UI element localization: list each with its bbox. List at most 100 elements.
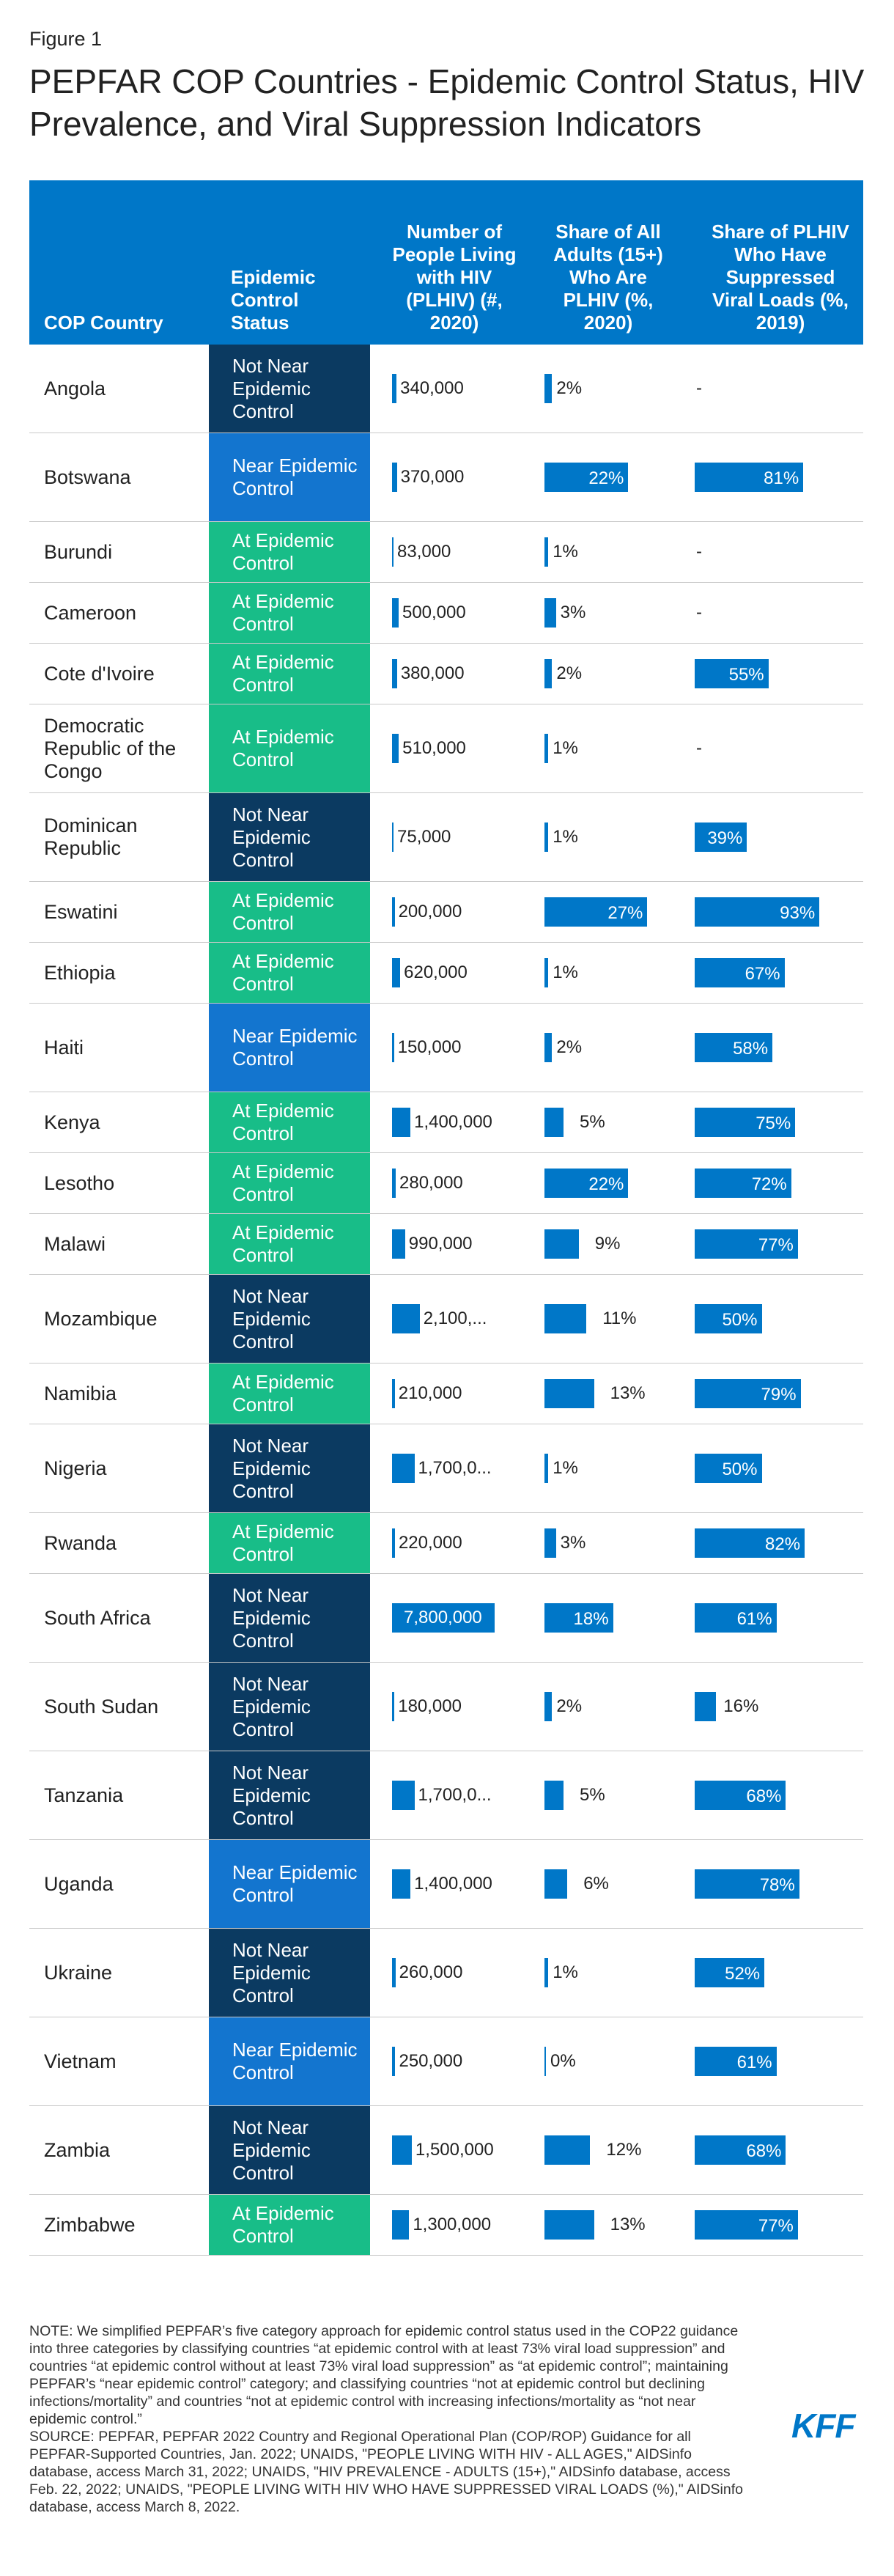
plhiv-value: 150,000	[397, 1037, 462, 1057]
viral-bar: 50%	[695, 1454, 762, 1483]
footnote: NOTE: We simplified PEPFAR’s five catego…	[29, 2322, 747, 2516]
viral-cell: 55%	[695, 644, 863, 704]
status-cell: Near Epidemic Control	[209, 1004, 370, 1092]
table-row: Malawi At Epidemic Control 990,000 9% 77%	[29, 1214, 863, 1275]
plhiv-cell: 990,000	[392, 1214, 531, 1274]
plhiv-cell: 220,000	[392, 1513, 531, 1573]
table-row: South Africa Not Near Epidemic Control 7,8…	[29, 1574, 863, 1663]
country-name: Nigeria	[44, 1457, 107, 1479]
adults-bar	[544, 537, 549, 567]
adults-cell: 1%	[544, 793, 684, 881]
plhiv-bar	[392, 2135, 412, 2165]
viral-value: 61%	[736, 2053, 772, 2072]
viral-value: 61%	[736, 1609, 772, 1629]
status-cell: Not Near Epidemic Control	[209, 2106, 370, 2194]
plhiv-cell: 260,000	[392, 1929, 531, 2017]
country-name: Ethiopia	[44, 961, 116, 984]
table-row: Democratic Republic of the Congo At Epide…	[29, 704, 863, 793]
plhiv-bar	[392, 1958, 396, 1987]
viral-bar: 50%	[695, 1304, 762, 1333]
adults-value: 1%	[553, 827, 578, 847]
status-cell: At Epidemic Control	[209, 1513, 370, 1573]
viral-value: 52%	[725, 1964, 761, 1984]
status-cell: Not Near Epidemic Control	[209, 1424, 370, 1512]
status-cell: Near Epidemic Control	[209, 433, 370, 521]
adults-bar	[544, 374, 553, 403]
adults-bar	[544, 1528, 556, 1558]
adults-value: 2%	[556, 378, 583, 398]
viral-value: 68%	[746, 2141, 782, 2161]
adults-bar	[544, 2210, 594, 2240]
adults-value: 11%	[602, 1309, 637, 1328]
adults-value: 0%	[550, 2051, 576, 2071]
plhiv-cell: 1,400,000	[392, 1840, 531, 1928]
viral-value: 39%	[707, 828, 743, 848]
viral-cell: 93%	[695, 882, 863, 942]
viral-value: 77%	[758, 1235, 794, 1255]
viral-value: -	[696, 738, 702, 758]
adults-bar	[544, 1692, 553, 1721]
table-row: Dominican Republic Not Near Epidemic Cont…	[29, 793, 863, 882]
viral-value: -	[696, 603, 702, 622]
table-row: Lesotho At Epidemic Control 280,000 22% 72%	[29, 1153, 863, 1214]
viral-bar: 67%	[695, 958, 785, 987]
plhiv-cell: 1,700,0...	[392, 1424, 531, 1512]
adults-value: 22%	[588, 468, 624, 488]
viral-bar: 72%	[695, 1169, 791, 1198]
adults-bar	[544, 1869, 568, 1899]
adults-bar	[544, 734, 549, 763]
viral-bar: 52%	[695, 1958, 765, 1987]
country-name: Angola	[44, 377, 106, 400]
adults-cell: 18%	[544, 1574, 684, 1662]
table-row: Ukraine Not Near Epidemic Control 260,000 1…	[29, 1929, 863, 2017]
chart-title: PEPFAR COP Countries - Epidemic Control …	[29, 62, 865, 143]
country-name: Rwanda	[44, 1531, 117, 1554]
plhiv-value: 1,500,000	[415, 2140, 494, 2160]
plhiv-value: 990,000	[408, 1234, 473, 1254]
adults-cell: 27%	[544, 882, 684, 942]
plhiv-bar	[392, 374, 397, 403]
viral-cell: -	[695, 522, 863, 582]
adults-bar	[544, 1781, 564, 1810]
country-name: Dominican Republic	[44, 814, 138, 859]
adults-value: 9%	[594, 1234, 621, 1254]
viral-cell: 77%	[695, 2195, 863, 2255]
plhiv-value: 220,000	[398, 1533, 462, 1553]
status-cell: At Epidemic Control	[209, 1092, 370, 1152]
adults-cell: 2%	[544, 1663, 684, 1751]
country-name: Zimbabwe	[44, 2213, 136, 2236]
plhiv-cell: 200,000	[392, 882, 531, 942]
adults-value: 1%	[553, 1458, 578, 1478]
viral-value: 58%	[733, 1039, 769, 1059]
viral-value: 50%	[722, 1310, 758, 1330]
viral-cell: -	[695, 583, 863, 643]
adults-value: 6%	[583, 1874, 609, 1894]
plhiv-cell: 340,000	[392, 345, 531, 433]
viral-bar: 58%	[695, 1033, 773, 1062]
adults-value: 2%	[556, 1696, 583, 1716]
viral-bar: 75%	[695, 1108, 796, 1137]
plhiv-bar	[392, 823, 394, 852]
viral-bar	[695, 1692, 717, 1721]
adults-cell: 11%	[544, 1275, 684, 1363]
table-row: Kenya At Epidemic Control 1,400,000 5% 75%	[29, 1092, 863, 1153]
header-plhiv: Number of People Living with HIV (PLHIV)…	[392, 221, 517, 334]
adults-cell: 1%	[544, 943, 684, 1003]
plhiv-bar	[392, 537, 394, 567]
plhiv-cell: 280,000	[392, 1153, 531, 1213]
country-name: Zambia	[44, 2138, 111, 2161]
table-row: Ethiopia At Epidemic Control 620,000 1% 67%	[29, 943, 863, 1004]
plhiv-value: 83,000	[397, 542, 451, 562]
viral-value: -	[696, 378, 702, 398]
country-name: Burundi	[44, 540, 113, 563]
country-name: Vietnam	[44, 2050, 117, 2072]
plhiv-value: 180,000	[398, 1696, 462, 1716]
viral-value: 79%	[761, 1385, 797, 1405]
status-cell: At Epidemic Control	[209, 644, 370, 704]
plhiv-bar	[392, 598, 399, 628]
adults-cell: 22%	[544, 433, 684, 521]
plhiv-cell: 75,000	[392, 793, 531, 881]
plhiv-value: 500,000	[402, 603, 466, 622]
viral-bar: 77%	[695, 1229, 798, 1259]
adults-bar	[544, 1229, 579, 1259]
